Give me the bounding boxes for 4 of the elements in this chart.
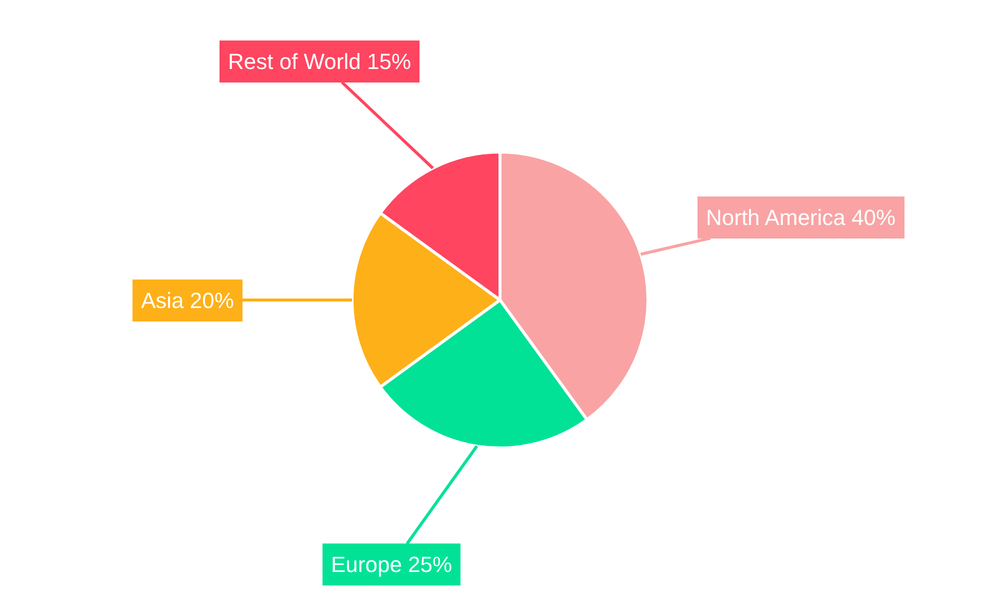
- slice-label: Rest of World 15%: [228, 49, 412, 74]
- slice-label: Europe 25%: [331, 552, 452, 577]
- slice-label: North America 40%: [706, 205, 896, 230]
- slice-label: Asia 20%: [141, 288, 234, 313]
